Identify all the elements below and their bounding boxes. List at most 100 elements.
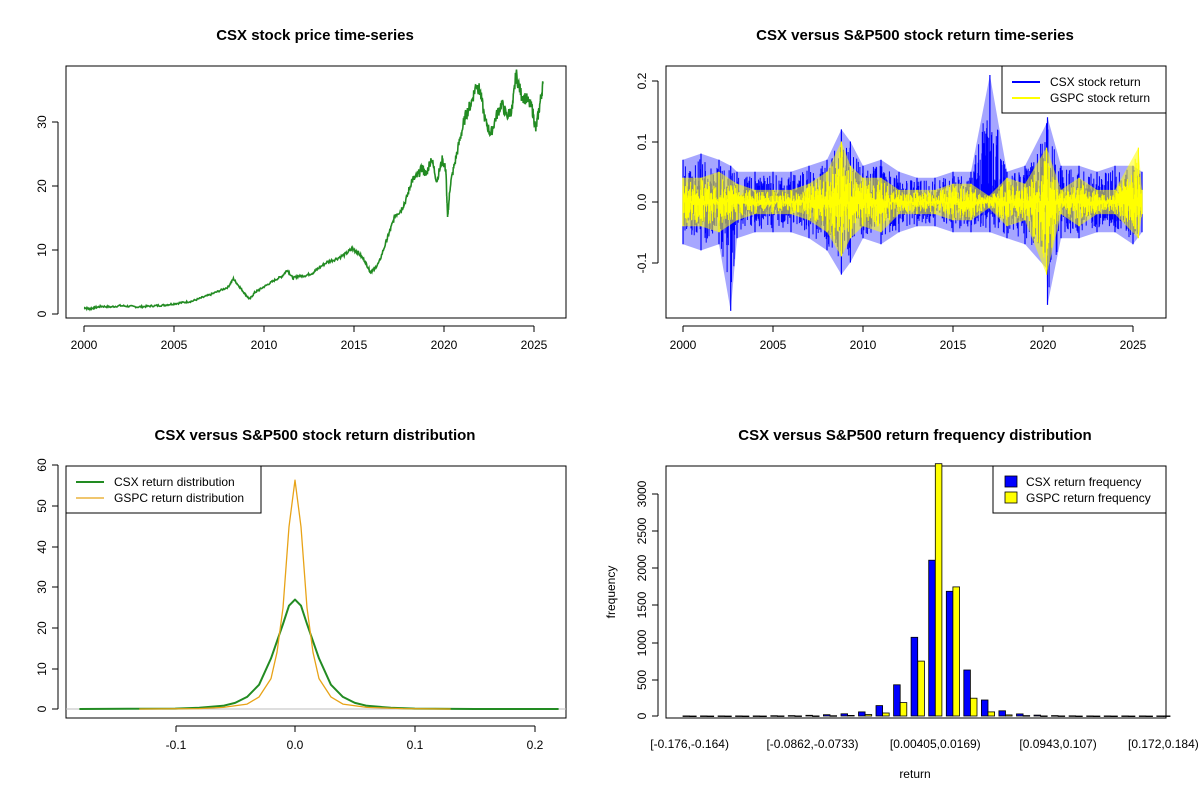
gspc-frequency-bar <box>759 715 767 718</box>
x-tick-label: 2000 <box>670 338 697 352</box>
x-tick-label: [0.00405,0.0169) <box>890 737 981 751</box>
x-tick-label: 2005 <box>760 338 787 352</box>
x-tick-label: 2025 <box>521 338 548 352</box>
csx-frequency-bar <box>1138 715 1147 717</box>
csx-frequency-bar <box>1156 715 1164 717</box>
y-tick-label: 60 <box>35 458 49 472</box>
csx-frequency-bar <box>981 699 989 717</box>
x-tick-label: [-0.0862,-0.0733) <box>766 737 858 751</box>
y-tick-label: 30 <box>35 580 49 594</box>
legend: CSX return frequency GSPC return frequenc… <box>992 465 1167 514</box>
gspc-frequency-bar <box>1092 715 1101 718</box>
gspc-frequency-bar <box>1022 715 1031 717</box>
csx-frequency-bar <box>717 715 726 717</box>
x-tick-label: -0.1 <box>166 738 187 752</box>
gspc-frequency-bar <box>952 586 960 717</box>
gspc-frequency-bar <box>1145 715 1153 718</box>
y-tick-label: 40 <box>35 540 49 554</box>
csx-frequency-bar <box>875 705 883 717</box>
gspc-frequency-bar <box>794 715 802 717</box>
gspc-frequency-bar <box>724 715 732 718</box>
plot-frame <box>665 65 1167 319</box>
csx-frequency-bar <box>963 669 971 717</box>
legend-label: GSPC return distribution <box>114 491 244 505</box>
gspc-return-series <box>682 141 1143 275</box>
csx-frequency-bar <box>1051 715 1059 717</box>
legend-label: GSPC stock return <box>1050 91 1150 105</box>
csx-frequency-bar <box>1068 715 1077 717</box>
gspc-frequency-bar <box>1127 715 1136 718</box>
csx-frequency-bar <box>682 715 690 717</box>
y-tick-label: 30 <box>35 115 49 129</box>
legend-label: GSPC return frequency <box>1026 491 1151 505</box>
gspc-density-line <box>139 479 451 710</box>
y-tick-label: 10 <box>35 243 49 257</box>
csx-frequency-bar <box>735 715 743 717</box>
y-tick-label: 0 <box>35 705 49 712</box>
gspc-frequency-bar <box>1110 715 1118 718</box>
y-tick-label: 50 <box>35 499 49 513</box>
gspc-frequency-bar <box>689 715 697 718</box>
csx-frequency-bar <box>910 636 919 717</box>
y-tick-label: 1000 <box>635 629 649 656</box>
y-tick-label: 20 <box>35 179 49 193</box>
panel-return-frequency: CSX versus S&P500 return frequency distr… <box>604 427 1199 781</box>
csx-frequency-bar <box>700 715 708 717</box>
gspc-frequency-bar <box>1005 714 1013 717</box>
csx-price-line <box>83 69 544 312</box>
gspc-frequency-bar <box>1075 715 1083 718</box>
gspc-frequency-bar <box>970 697 978 717</box>
gspc-frequency-bar <box>934 463 943 717</box>
x-tick-label: [0.0943,0.107) <box>1019 737 1096 751</box>
x-tick-label: 2010 <box>850 338 877 352</box>
x-tick-label: 0.2 <box>527 738 544 752</box>
gspc-frequency-bar <box>917 660 925 717</box>
y-tick-label: 500 <box>635 670 649 690</box>
gspc-frequency-bar <box>864 714 873 717</box>
csx-frequency-bar <box>998 710 1006 717</box>
csx-frequency-bar <box>787 715 796 717</box>
x-tick-label: 2020 <box>1030 338 1057 352</box>
y-tick-label: 0 <box>635 712 649 719</box>
x-tick-label: 2000 <box>71 338 98 352</box>
x-tick-label: [0.172,0.184) <box>1128 737 1199 751</box>
csx-frequency-bar <box>893 684 901 717</box>
legend: CSX stock return GSPC stock return <box>1001 65 1167 114</box>
csx-frequency-bar <box>823 714 831 717</box>
legend: CSX return distribution GSPC return distr… <box>65 465 262 514</box>
gspc-frequency-bar <box>847 715 855 717</box>
csx-frequency-bar <box>770 715 778 717</box>
y-tick-label: 3000 <box>635 480 649 507</box>
legend-box <box>992 465 1167 514</box>
x-tick-label: 0.0 <box>287 738 304 752</box>
chart-title: CSX versus S&P500 return frequency distr… <box>738 427 1091 444</box>
y-tick-label: 0.1 <box>635 133 649 150</box>
x-axis-label: return <box>899 767 930 781</box>
x-tick-label: 2020 <box>431 338 458 352</box>
x-tick-label: [-0.176,-0.164) <box>650 737 729 751</box>
x-tick-label: 0.1 <box>407 738 424 752</box>
csx-frequency-bar <box>752 715 761 717</box>
gspc-frequency-bar <box>812 715 820 717</box>
csx-frequency-bar <box>928 559 936 717</box>
y-axis-label: frequency <box>604 566 618 619</box>
gspc-frequency-bar <box>777 715 785 717</box>
csx-frequency-bar <box>1103 715 1112 717</box>
csx-frequency-bar <box>805 714 813 717</box>
y-tick-label: 1500 <box>635 591 649 618</box>
x-tick-label: 2010 <box>251 338 278 352</box>
return-extreme-spikes <box>682 141 1143 275</box>
csx-frequency-bar <box>1016 713 1024 717</box>
chart-title: CSX stock price time-series <box>216 27 414 44</box>
gspc-frequency-bar <box>1057 715 1066 717</box>
csx-frequency-bar <box>1033 714 1041 717</box>
chart-title: CSX versus S&P500 stock return time-seri… <box>756 27 1074 44</box>
gspc-frequency-bar <box>829 715 837 717</box>
legend-swatch <box>1004 475 1018 488</box>
gspc-frequency-bar <box>882 712 890 717</box>
gspc-frequency-bar <box>706 715 715 718</box>
plot-frame <box>65 65 567 319</box>
plot-frame <box>65 465 567 719</box>
gspc-frequency-bar <box>1163 715 1171 717</box>
